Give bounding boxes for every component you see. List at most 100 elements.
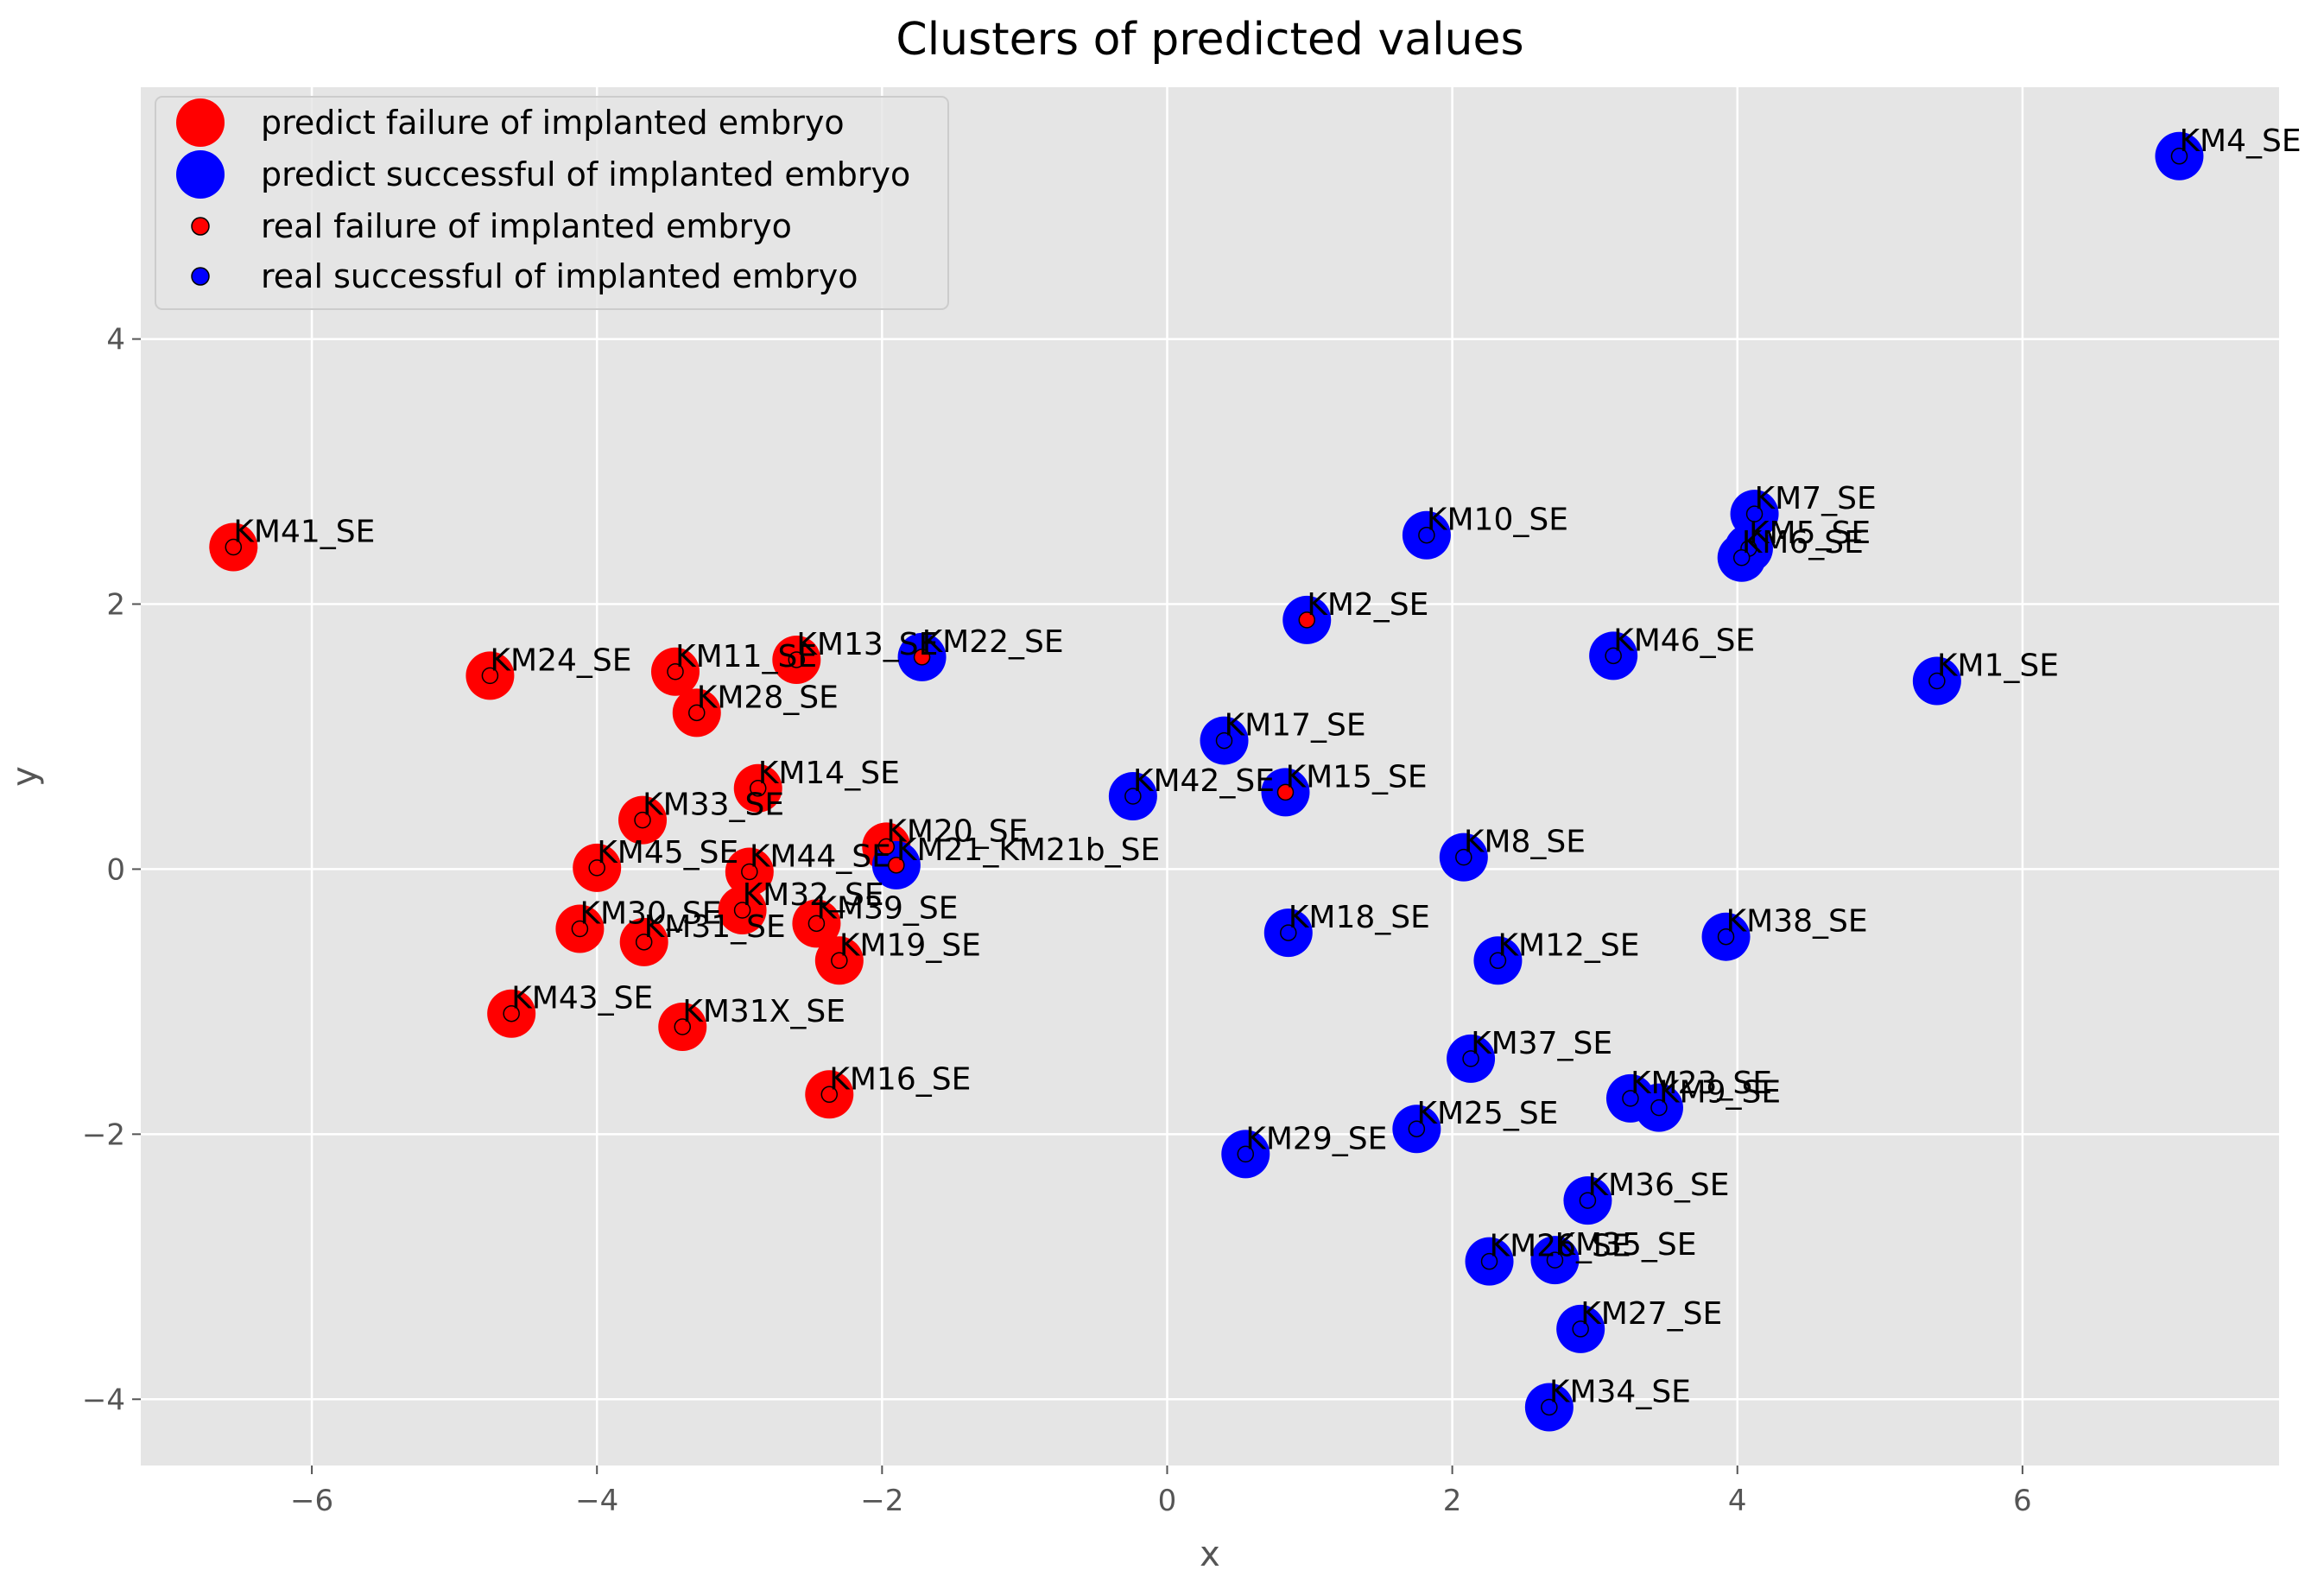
- real-marker-KM1_SE: [1928, 672, 1946, 690]
- x-axis-label: x: [1200, 1535, 1220, 1574]
- point-label-KM41_SE: KM41_SE: [233, 515, 375, 550]
- real-marker-KM38_SE: [1717, 927, 1735, 946]
- point-label-KM43_SE: KM43_SE: [511, 981, 653, 1016]
- point-label-KM14_SE: KM14_SE: [758, 756, 900, 791]
- real-marker-KM36_SE: [1579, 1192, 1597, 1209]
- real-marker-KM39_SE: [807, 915, 826, 933]
- data-points: [209, 131, 2204, 1432]
- y-tick-label: −2: [82, 1117, 125, 1152]
- point-label-KM21_KM21b_SE: KM21_KM21b_SE: [896, 832, 1160, 868]
- point-label-KM2_SE: KM2_SE: [1307, 587, 1428, 623]
- real-marker-KM13_SE: [788, 651, 806, 668]
- real-marker-KM24_SE: [481, 667, 499, 685]
- plot-background: [141, 87, 2279, 1466]
- real-marker-KM30_SE: [571, 920, 589, 938]
- real-marker-KM14_SE: [749, 780, 767, 797]
- x-tick-label: −4: [575, 1484, 618, 1518]
- real-marker-KM10_SE: [1418, 526, 1435, 544]
- grid: [141, 87, 2279, 1466]
- point-label-KM7_SE: KM7_SE: [1755, 481, 1877, 516]
- real-marker-KM16_SE: [820, 1086, 839, 1104]
- real-marker-KM8_SE: [1455, 848, 1472, 866]
- y-tick-label: 4: [106, 323, 125, 358]
- y-tick-label: −4: [82, 1383, 125, 1417]
- legend-label-3: real successful of implanted embryo: [261, 257, 858, 295]
- real-marker-KM11_SE: [667, 663, 684, 681]
- point-label-KM45_SE: KM45_SE: [597, 835, 738, 870]
- point-label-KM32_SE: KM32_SE: [743, 877, 884, 913]
- point-label-KM10_SE: KM10_SE: [1427, 503, 1568, 538]
- real-marker-KM18_SE: [1280, 924, 1297, 941]
- chart-title: Clusters of predicted values: [896, 14, 1523, 66]
- real-marker-KM29_SE: [1237, 1145, 1255, 1163]
- x-tick-label: −2: [860, 1484, 903, 1518]
- point-label-KM34_SE: KM34_SE: [1549, 1374, 1691, 1409]
- real-marker-KM28_SE: [688, 704, 706, 722]
- real-marker-KM27_SE: [1572, 1320, 1589, 1338]
- real-marker-KM23_SE: [1622, 1090, 1639, 1107]
- point-label-KM27_SE: KM27_SE: [1580, 1296, 1722, 1332]
- real-marker-KM12_SE: [1489, 952, 1507, 970]
- real-marker-KM4_SE: [2170, 148, 2188, 165]
- y-tick-label: 2: [106, 588, 125, 623]
- legend: predict failure of implanted embryo predi…: [155, 96, 949, 310]
- point-label-KM26_SE: KM26_SE: [1490, 1229, 1631, 1264]
- point-label-KM29_SE: KM29_SE: [1245, 1121, 1387, 1156]
- real-marker-KM37_SE: [1462, 1050, 1479, 1067]
- axis-ticks: −6 −4 −2 0 2 4 6 −4 −2 0 2 4: [82, 323, 2032, 1518]
- point-label-KM4_SE: KM4_SE: [2179, 123, 2301, 159]
- y-tick-label: 0: [106, 852, 125, 887]
- point-label-KM6_SE: KM6_SE: [1742, 525, 1864, 560]
- real-marker-KM21_KM21b_SE: [888, 857, 905, 874]
- point-label-KM46_SE: KM46_SE: [1613, 623, 1755, 658]
- y-axis-label: y: [5, 766, 45, 787]
- point-label-KM30_SE: KM30_SE: [579, 896, 721, 931]
- point-label-KM31_SE: KM31_SE: [644, 909, 786, 945]
- real-marker-KM31_SE: [635, 934, 653, 951]
- real-marker-KM2_SE: [1298, 611, 1315, 629]
- real-marker-KM15_SE: [1276, 783, 1295, 801]
- legend-label-0: predict failure of implanted embryo: [261, 104, 845, 142]
- x-tick-label: 0: [1158, 1484, 1177, 1518]
- legend-marker-1: [176, 150, 225, 199]
- point-label-KM31X_SE: KM31X_SE: [682, 994, 845, 1029]
- point-label-KM33_SE: KM33_SE: [643, 788, 784, 823]
- legend-marker-3: [191, 267, 210, 286]
- point-label-KM37_SE: KM37_SE: [1471, 1026, 1612, 1061]
- real-marker-KM22_SE: [913, 649, 931, 666]
- point-label-KM12_SE: KM12_SE: [1498, 927, 1639, 963]
- point-label-KM19_SE: KM19_SE: [839, 927, 981, 963]
- real-marker-KM6_SE: [1732, 549, 1751, 567]
- point-label-KM42_SE: KM42_SE: [1133, 763, 1275, 799]
- point-label-KM17_SE: KM17_SE: [1225, 708, 1366, 744]
- point-label-KM28_SE: KM28_SE: [697, 680, 839, 715]
- point-label-KM25_SE: KM25_SE: [1416, 1096, 1558, 1131]
- legend-label-1: predict successful of implanted embryo: [261, 155, 910, 193]
- real-marker-KM17_SE: [1215, 731, 1233, 750]
- real-marker-KM43_SE: [503, 1004, 520, 1022]
- x-tick-label: 4: [1728, 1484, 1747, 1518]
- legend-marker-0: [176, 98, 225, 147]
- point-label-KM16_SE: KM16_SE: [829, 1061, 971, 1097]
- point-label-KM35_SE: KM35_SE: [1555, 1227, 1696, 1263]
- point-label-KM24_SE: KM24_SE: [490, 643, 631, 678]
- point-label-KM18_SE: KM18_SE: [1289, 900, 1430, 935]
- point-label-KM15_SE: KM15_SE: [1285, 759, 1427, 794]
- legend-box: [155, 96, 949, 310]
- real-marker-KM26_SE: [1480, 1252, 1498, 1270]
- real-marker-KM45_SE: [588, 859, 605, 877]
- point-label-KM20_SE: KM20_SE: [886, 813, 1028, 849]
- real-marker-KM42_SE: [1124, 788, 1142, 805]
- x-tick-label: −6: [290, 1484, 333, 1518]
- real-marker-KM46_SE: [1605, 647, 1622, 665]
- point-label-KM44_SE: KM44_SE: [750, 839, 891, 874]
- point-label-KM36_SE: KM36_SE: [1587, 1168, 1729, 1203]
- point-label-KM11_SE: KM11_SE: [675, 639, 817, 674]
- point-label-KM8_SE: KM8_SE: [1464, 825, 1586, 860]
- real-marker-KM44_SE: [741, 863, 758, 881]
- real-marker-KM32_SE: [733, 902, 751, 919]
- real-marker-KM31X_SE: [674, 1018, 692, 1035]
- real-marker-KM20_SE: [877, 838, 896, 856]
- real-marker-KM35_SE: [1546, 1251, 1564, 1269]
